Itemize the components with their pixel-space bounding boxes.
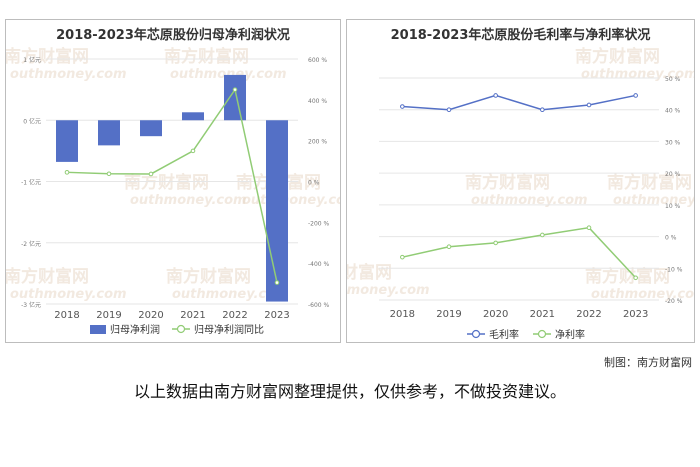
watermark-url: outhmoney.com bbox=[591, 287, 694, 302]
net-profit-chart-panel: 2018-2023年芯原股份归母净利润状况 南方财富网 outhmoney.com… bbox=[5, 19, 341, 343]
bar-2021 bbox=[182, 112, 204, 121]
series-point-2020 bbox=[493, 93, 498, 98]
y-tick-label: 30 % bbox=[665, 139, 681, 146]
series-point-2021 bbox=[540, 107, 545, 113]
watermark-url: outhmoney.com bbox=[130, 193, 247, 208]
yoy-point-2022 bbox=[232, 87, 238, 92]
series-point-2022 bbox=[586, 225, 592, 230]
y-right-tick-label: -200 % bbox=[308, 220, 330, 227]
x-tick-label: 2018 bbox=[54, 310, 79, 321]
series-point-2020 bbox=[493, 240, 498, 246]
y-left-tick-label: 1 亿元 bbox=[23, 56, 41, 64]
watermark-url: outhmoney.com bbox=[613, 193, 694, 208]
yoy-point-2018 bbox=[64, 170, 70, 175]
y-right-tick-label: 0 % bbox=[308, 180, 320, 187]
watermark-text: 南方财富网 bbox=[166, 266, 251, 287]
watermark-url: outhmoney.com bbox=[10, 67, 127, 82]
watermark-text: 南方财富网 bbox=[585, 266, 670, 287]
yoy-line bbox=[66, 87, 278, 283]
yoy-point-2023 bbox=[274, 280, 280, 285]
x-tick-label: 2023 bbox=[623, 309, 648, 320]
legend-line-label: 归母净利润同比 bbox=[194, 323, 264, 336]
x-tick-label: 2018 bbox=[390, 309, 415, 320]
bar-2019 bbox=[98, 120, 120, 146]
net-profit-chart: 南方财富网outhmoney.com南方财富网outhmoney.com南方财富… bbox=[6, 46, 340, 336]
y-right-tick-label: -600 % bbox=[308, 302, 330, 309]
watermark-text: 南方财富网 bbox=[6, 266, 89, 287]
y-tick-label: 40 % bbox=[665, 108, 681, 115]
x-tick-label: 2020 bbox=[483, 309, 508, 320]
yoy-point-2020 bbox=[148, 171, 154, 177]
yoy-point-2019 bbox=[106, 171, 112, 177]
x-tick-label: 2019 bbox=[96, 310, 121, 321]
series-point-2021 bbox=[540, 232, 545, 238]
net-profit-chart-title: 2018-2023年芯原股份归母净利润状况 bbox=[56, 28, 290, 43]
x-tick-label: 2023 bbox=[264, 310, 289, 321]
x-tick-label: 2021 bbox=[180, 310, 205, 321]
margin-chart-panel: 2018-2023年芯原股份毛利率与净利率状况 南方财富网outhmoney.c… bbox=[346, 19, 695, 343]
y-tick-label: -20 % bbox=[665, 298, 683, 305]
bar-2023 bbox=[266, 120, 288, 302]
watermark-text: 南方财富网 bbox=[124, 172, 209, 193]
chart-credit: 制图：南方财富网 bbox=[604, 356, 692, 369]
x-tick-label: 2020 bbox=[138, 310, 163, 321]
legend-label-毛利率: 毛利率 bbox=[489, 328, 519, 341]
y-right-tick-label: 200 % bbox=[308, 139, 327, 146]
y-left-tick-label: 0 亿元 bbox=[23, 117, 41, 125]
series-point-2019 bbox=[446, 107, 452, 113]
margin-chart-title: 2018-2023年芯原股份毛利率与净利率状况 bbox=[390, 28, 651, 43]
legend-label-净利率: 净利率 bbox=[555, 328, 585, 341]
y-tick-label: -10 % bbox=[665, 266, 683, 273]
series-line-毛利率 bbox=[402, 94, 636, 111]
series-point-2018 bbox=[400, 104, 405, 109]
watermark-text: 南方财富网 bbox=[465, 172, 550, 193]
legend-marker-毛利率 bbox=[471, 329, 481, 339]
watermark-text: 南方财富网 bbox=[575, 46, 660, 67]
watermark-url: outhmoney.com bbox=[172, 287, 289, 302]
watermark-url: outhmoney.com bbox=[242, 193, 340, 208]
series-point-2023 bbox=[633, 275, 638, 281]
yoy-point-2021 bbox=[190, 148, 196, 154]
watermark-url: outhmoney.com bbox=[170, 67, 287, 82]
disclaimer-note: 以上数据由南方财富网整理提供，仅供参考，不做投资建议。 bbox=[133, 382, 566, 401]
y-tick-label: 50 % bbox=[665, 76, 681, 83]
y-left-tick-label: -1 亿元 bbox=[21, 179, 41, 187]
x-tick-label: 2019 bbox=[436, 309, 461, 320]
watermark-url: outhmoney.com bbox=[347, 283, 430, 298]
series-point-2023 bbox=[633, 93, 638, 98]
bar-2018 bbox=[56, 120, 78, 162]
watermark-text: 南方财富网 bbox=[347, 262, 392, 283]
bar-2022 bbox=[224, 74, 246, 121]
y-right-tick-label: 400 % bbox=[308, 98, 327, 105]
y-right-tick-label: -400 % bbox=[308, 261, 330, 268]
watermark-text: 南方财富网 bbox=[6, 46, 89, 67]
x-tick-label: 2022 bbox=[222, 310, 247, 321]
y-tick-label: 10 % bbox=[665, 203, 681, 210]
margin-chart: 南方财富网outhmoney.com南方财富网outhmoney.com南方财富… bbox=[347, 46, 694, 341]
series-point-2022 bbox=[586, 102, 592, 108]
watermark-text: 南方财富网 bbox=[607, 172, 692, 193]
y-right-tick-label: 600 % bbox=[308, 57, 327, 64]
legend-bar-swatch bbox=[90, 325, 106, 334]
legend-marker-净利率 bbox=[537, 329, 547, 339]
series-point-2018 bbox=[400, 254, 405, 260]
series-line-净利率 bbox=[402, 226, 637, 279]
legend-line-marker bbox=[176, 324, 186, 334]
y-left-tick-label: -2 亿元 bbox=[21, 240, 41, 248]
watermark-text: 南方财富网 bbox=[164, 46, 249, 67]
y-tick-label: 0 % bbox=[665, 235, 677, 242]
y-tick-label: 20 % bbox=[665, 171, 681, 178]
bar-2020 bbox=[140, 120, 162, 137]
watermark-url: outhmoney.com bbox=[471, 193, 588, 208]
x-tick-label: 2021 bbox=[530, 309, 555, 320]
x-tick-label: 2022 bbox=[576, 309, 601, 320]
y-left-tick-label: -3 亿元 bbox=[21, 301, 41, 309]
series-point-2019 bbox=[446, 244, 452, 250]
watermark-url: outhmoney.com bbox=[10, 287, 127, 302]
legend-bar-label: 归母净利润 bbox=[110, 323, 160, 336]
